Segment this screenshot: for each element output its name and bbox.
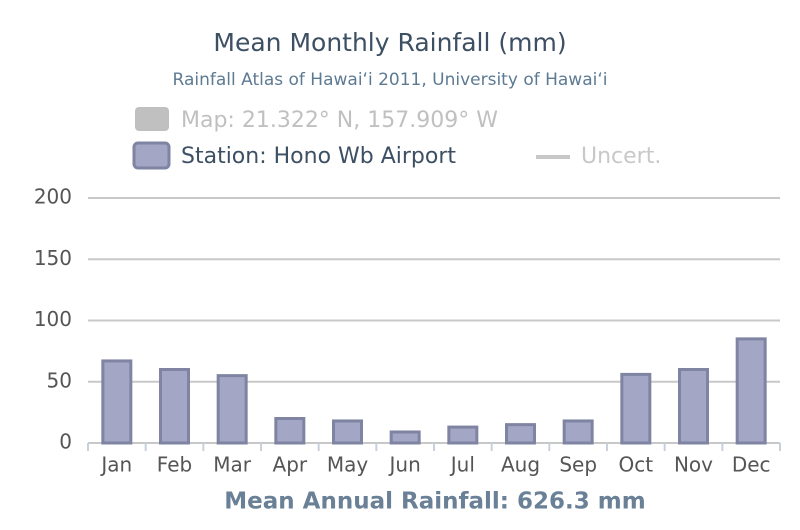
- legend-label: Station: Hono Wb Airport: [181, 144, 456, 169]
- x-tick-label: Aug: [501, 453, 540, 477]
- x-tick-label: Nov: [674, 453, 713, 477]
- bar: [735, 337, 767, 445]
- legend-symbol: [135, 107, 169, 131]
- y-tick-label: 100: [34, 307, 72, 331]
- x-tick-label: Apr: [273, 453, 308, 477]
- bar: [101, 359, 133, 445]
- bar: [159, 368, 190, 445]
- bar: [447, 425, 479, 445]
- x-tick-label: Jun: [388, 453, 421, 477]
- chart-title: Mean Monthly Rainfall (mm): [213, 28, 566, 57]
- legend-label: Uncert.: [581, 144, 661, 169]
- x-tick-label: Mar: [213, 453, 252, 477]
- bar: [274, 417, 306, 445]
- x-tick-label: Feb: [157, 453, 192, 477]
- legend-symbol: [132, 141, 171, 170]
- bar: [620, 372, 652, 445]
- x-tick-label: Oct: [619, 453, 654, 477]
- chart-subtitle: Rainfall Atlas of Hawaiʻi 2011, Universi…: [173, 70, 608, 90]
- x-tick-label: Sep: [559, 453, 597, 477]
- bar: [332, 419, 363, 445]
- x-tick-label: Jan: [99, 453, 132, 477]
- y-tick-label: 0: [59, 430, 72, 454]
- x-tick-label: Dec: [732, 453, 771, 477]
- legend-label: Map: 21.322° N, 157.909° W: [181, 108, 498, 133]
- bar: [678, 368, 709, 445]
- y-tick-label: 200: [34, 185, 72, 209]
- x-tick-label: Jul: [449, 453, 475, 477]
- y-tick-label: 150: [34, 246, 72, 270]
- bar: [562, 419, 594, 445]
- y-tick-label: 50: [47, 368, 72, 392]
- bar: [389, 430, 421, 445]
- footer: Mean Annual Rainfall: 626.3 mm: [224, 489, 645, 515]
- bar: [216, 374, 248, 445]
- x-tick-label: May: [327, 453, 369, 477]
- bar: [505, 423, 536, 445]
